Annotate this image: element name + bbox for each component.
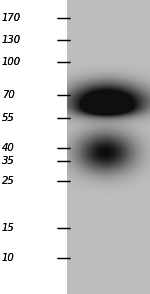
Text: 25: 25 xyxy=(2,176,15,186)
Text: 55: 55 xyxy=(2,113,15,123)
Text: 170: 170 xyxy=(2,13,21,23)
Text: 170: 170 xyxy=(2,13,21,23)
Bar xyxy=(0,0,67,294)
Text: 40: 40 xyxy=(2,143,15,153)
Text: 15: 15 xyxy=(2,223,15,233)
Text: 130: 130 xyxy=(2,35,21,45)
Text: 70: 70 xyxy=(2,90,15,100)
Text: 25: 25 xyxy=(2,176,15,186)
Text: 10: 10 xyxy=(2,253,15,263)
Text: 10: 10 xyxy=(2,253,15,263)
Text: 130: 130 xyxy=(2,35,21,45)
Text: 55: 55 xyxy=(2,113,15,123)
Bar xyxy=(67,0,150,294)
Text: 15: 15 xyxy=(2,223,15,233)
Text: 40: 40 xyxy=(2,143,15,153)
Text: 100: 100 xyxy=(2,57,21,67)
Text: 35: 35 xyxy=(2,156,15,166)
Text: 100: 100 xyxy=(2,57,21,67)
Text: 70: 70 xyxy=(2,90,15,100)
Text: 35: 35 xyxy=(2,156,15,166)
